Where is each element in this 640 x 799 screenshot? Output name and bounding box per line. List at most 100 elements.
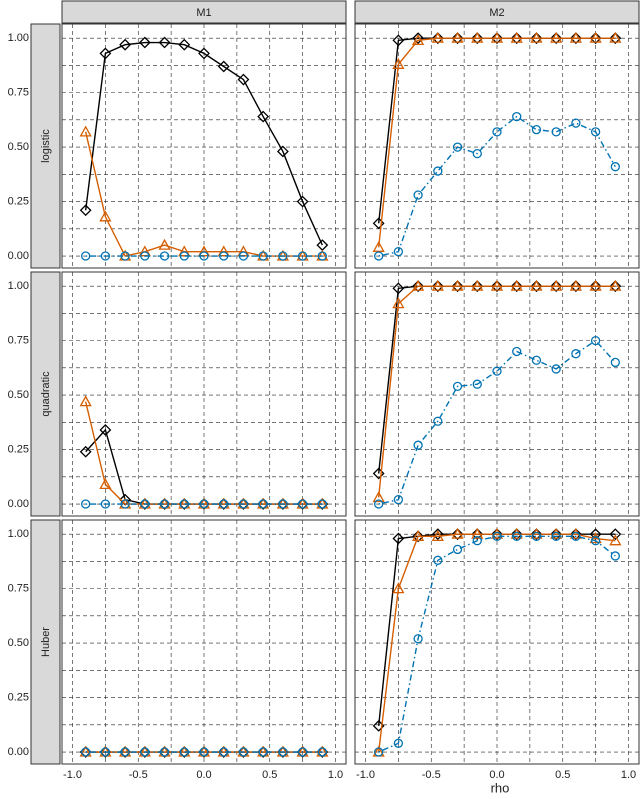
point [451,527,464,539]
point [372,491,385,503]
x-tick-label: 1.0 [621,769,636,781]
point [199,499,209,509]
row-strip [30,23,61,269]
point [569,31,582,43]
point [569,528,582,541]
point [159,251,170,261]
point [512,111,522,122]
point [198,47,210,60]
point [413,190,423,200]
point [431,279,444,291]
x-tick-label: -0.5 [422,769,441,781]
point [451,528,464,541]
point [179,499,189,509]
point [79,204,92,217]
point [238,747,249,757]
point [610,162,620,172]
point [81,499,91,509]
point [512,531,522,541]
point [452,544,463,555]
panel-border [61,519,347,765]
point [120,747,130,757]
point [609,280,622,293]
x-tick-label: -1.0 [63,769,82,781]
row-strip-label: Huber [40,627,52,657]
point [138,36,151,49]
point [199,747,209,757]
point [238,251,249,261]
point [199,251,209,261]
point [451,31,464,43]
series-line [377,285,616,498]
point [296,195,309,208]
point [317,499,327,509]
point [531,125,542,135]
y-tick-label: 0.50 [8,141,29,153]
y-tick-label: 0.25 [8,195,29,207]
point [471,32,484,45]
point [433,416,443,426]
point [433,166,443,176]
point [609,31,622,43]
point [590,536,601,546]
x-tick-label: -0.5 [129,769,148,781]
point [374,251,384,261]
point [512,346,522,357]
point [510,280,523,293]
point [569,279,582,291]
point [451,280,464,293]
point [374,499,384,509]
point [217,245,230,257]
point [393,247,404,257]
point [317,251,327,261]
y-tick-label: 0.00 [8,498,29,510]
point [471,31,484,43]
point [392,532,405,545]
point [99,424,112,436]
point [492,127,502,137]
point [492,531,502,541]
point [550,32,563,45]
point [431,530,444,541]
point [530,31,543,43]
point [510,279,523,291]
point [258,251,268,261]
point [258,499,268,509]
point [393,738,404,748]
point [393,495,404,505]
y-tick-label: 0.25 [8,443,29,455]
point [100,251,111,261]
point [372,467,385,480]
point [590,127,601,137]
point [412,530,425,541]
point [589,280,602,293]
point [79,125,92,137]
point [179,747,189,757]
point [610,357,620,368]
point [413,440,423,450]
point [490,31,504,43]
point [531,531,542,541]
y-tick-label: 1.00 [8,280,29,292]
y-tick-label: 1.00 [8,528,29,540]
x-axis-label: rho [491,780,510,794]
point [158,36,171,49]
point [431,280,444,293]
row-strip-label: logistic [40,129,52,163]
x-tick-label: 0.5 [555,769,570,781]
point [472,148,482,159]
point [510,32,523,45]
point [81,747,91,757]
point [79,445,92,458]
point [374,747,384,757]
point [99,47,112,60]
point [550,31,563,43]
point [119,38,132,51]
x-tick-label: -1.0 [356,769,375,781]
x-tick-label: 0.5 [262,769,277,781]
x-tick-label: 0.0 [489,769,504,781]
point [158,238,171,250]
point [219,499,229,509]
